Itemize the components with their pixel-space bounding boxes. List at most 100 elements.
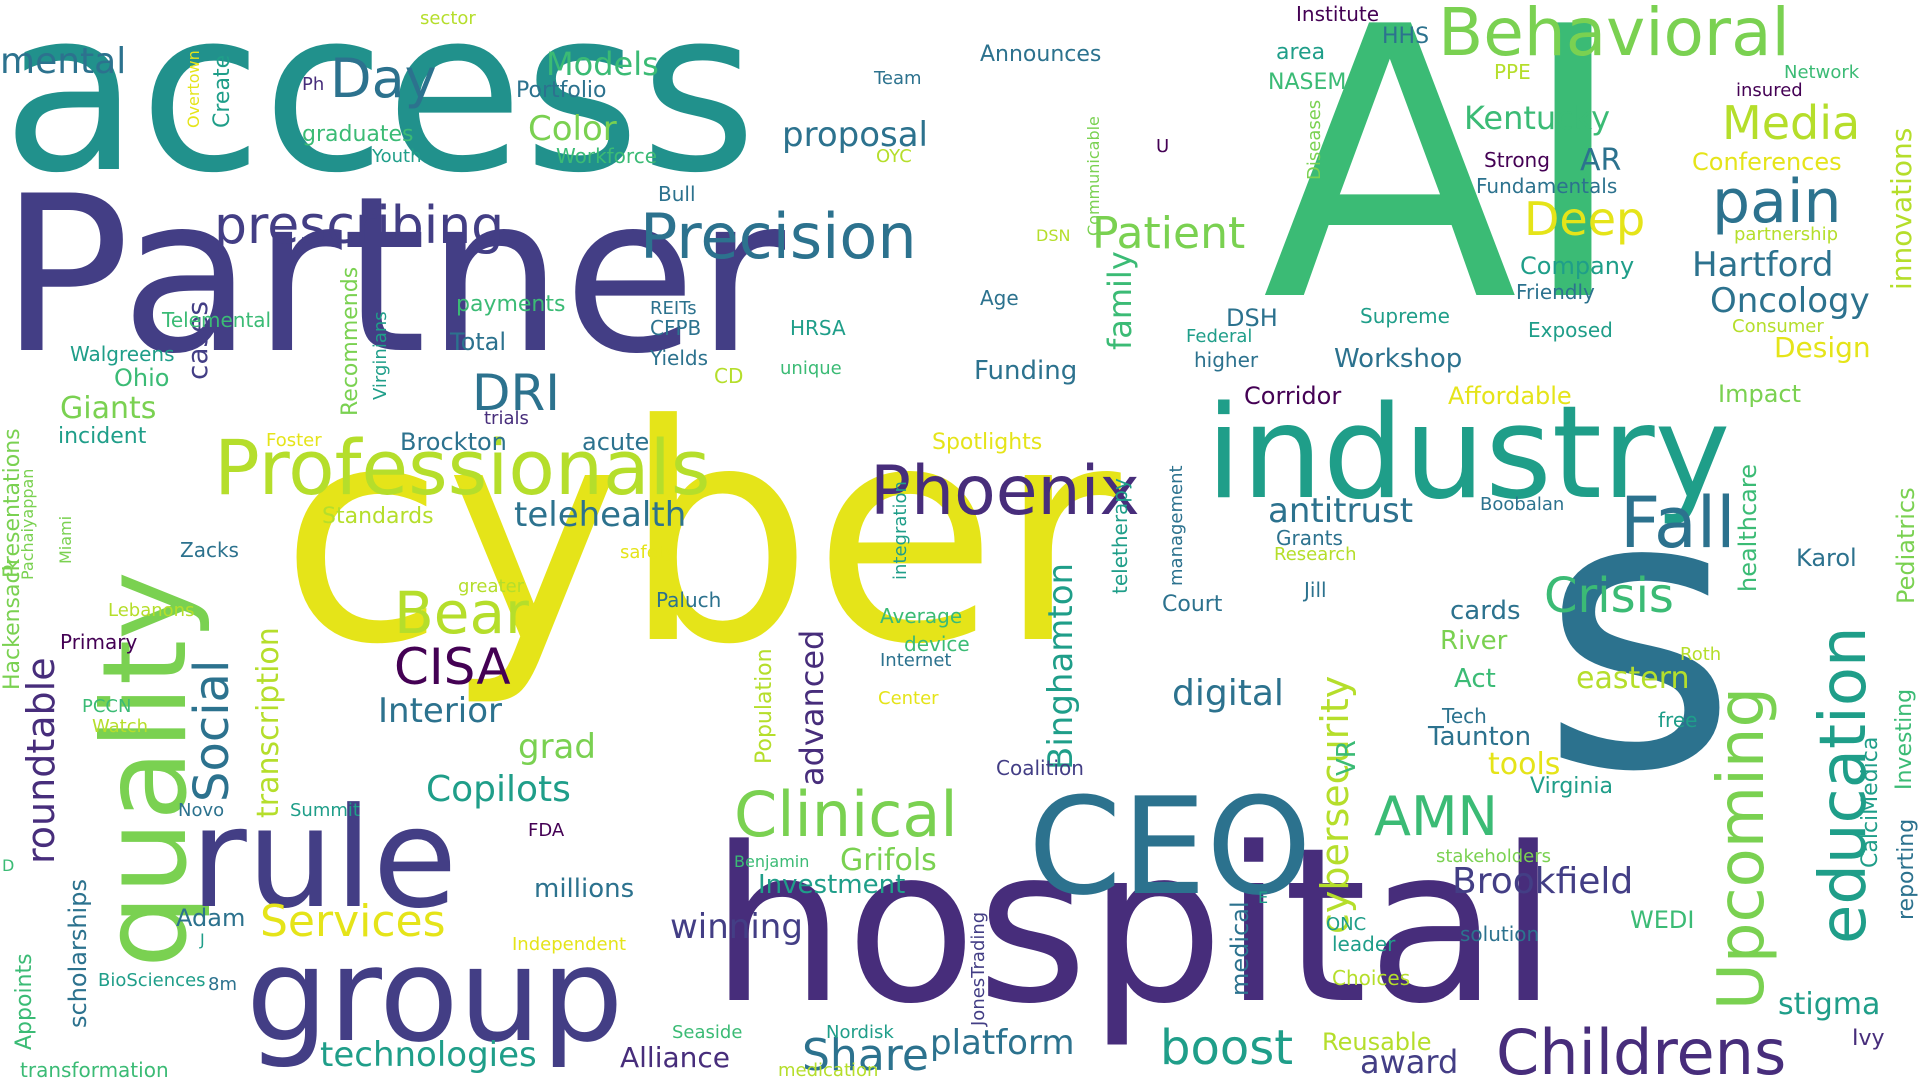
word: hospital — [710, 802, 1558, 1051]
word: award — [1360, 1043, 1459, 1080]
word: HRSA — [790, 316, 846, 340]
word: D — [2, 856, 15, 875]
word: DRI — [472, 364, 560, 422]
word: group — [246, 919, 624, 1071]
word: advanced — [793, 629, 831, 786]
word: Ohio — [114, 364, 170, 392]
word: Summit — [290, 800, 360, 821]
word: Research — [1274, 544, 1357, 565]
word: graduates — [302, 122, 414, 147]
word: Deep — [1524, 192, 1646, 246]
word: winning — [670, 907, 803, 947]
word: PPE — [1494, 60, 1531, 84]
word: antitrust — [1268, 491, 1414, 531]
word: Hartford — [1692, 245, 1834, 285]
word: Communicable — [1084, 116, 1103, 236]
word: unique — [780, 358, 842, 379]
word: reporting — [1894, 818, 1919, 920]
word: Novo — [178, 800, 225, 821]
word: Impact — [1718, 380, 1802, 408]
word: FDA — [528, 820, 565, 841]
word: Portfolio — [516, 78, 607, 103]
word: U — [1156, 136, 1170, 157]
word: Center — [878, 688, 939, 709]
word: safety — [620, 542, 676, 563]
word: Alliance — [620, 1041, 731, 1074]
word: grad — [518, 727, 596, 767]
word: Pediatrics — [1892, 487, 1920, 604]
word: Behavioral — [1438, 0, 1790, 71]
word: insured — [1736, 80, 1803, 101]
word: Adam — [176, 904, 246, 932]
word: Watch — [92, 716, 149, 737]
word: Bear — [394, 579, 529, 647]
word: Youth — [372, 146, 422, 167]
word: Boobalan — [1480, 494, 1565, 515]
word: Workforce — [556, 144, 658, 168]
word: Spotlights — [932, 430, 1043, 455]
word: Roth — [1680, 644, 1722, 665]
word: Diseases — [1304, 99, 1325, 180]
word: healthcare — [1734, 464, 1762, 592]
word: Giants — [60, 391, 157, 426]
word: Funding — [974, 356, 1078, 386]
word: medical — [1226, 901, 1254, 996]
word: Bull — [658, 182, 696, 206]
word: integration — [890, 481, 911, 580]
word: Telemental — [162, 308, 272, 332]
word: Consumer — [1732, 316, 1824, 337]
word: WEDI — [1630, 906, 1695, 934]
word: payments — [456, 292, 566, 317]
word: prescribing — [214, 196, 505, 256]
word: AMN — [1374, 785, 1498, 848]
word: Binghamton — [1041, 562, 1081, 770]
word: eastern — [1576, 661, 1690, 696]
word: Announces — [980, 42, 1102, 67]
word: 8m — [208, 974, 237, 995]
word: Partner — [0, 150, 786, 401]
word: Zacks — [180, 538, 239, 562]
word: Fundamentals — [1476, 174, 1618, 198]
word: Models — [546, 45, 659, 83]
word: Precision — [640, 200, 917, 273]
word: J — [200, 930, 205, 949]
word: Team — [874, 68, 922, 89]
word: Ivy — [1852, 1026, 1885, 1051]
word: Average — [880, 604, 963, 628]
word: Design — [1774, 331, 1871, 364]
word: tools — [1488, 747, 1561, 782]
word: greater — [458, 576, 525, 597]
word: Miami — [56, 515, 75, 564]
word: Investing — [1892, 688, 1917, 790]
word: Tech — [1442, 704, 1487, 728]
word: free — [1658, 708, 1698, 732]
word: REITs — [650, 298, 697, 319]
word: Primary — [60, 630, 138, 654]
word: CalciMedica — [1858, 736, 1883, 868]
word: solution — [1460, 922, 1540, 946]
word: Benjamin — [734, 852, 810, 871]
word: NASEM — [1268, 70, 1347, 95]
word: Federal — [1186, 326, 1253, 347]
word: Appoints — [12, 953, 37, 1050]
word: mental — [0, 41, 127, 82]
word: family — [1101, 251, 1139, 350]
word: cybersecurity — [1313, 675, 1357, 934]
word: Patient — [1092, 208, 1246, 259]
word: Clinical — [734, 778, 958, 851]
word: CEO — [1028, 769, 1312, 925]
word: transcription — [251, 627, 286, 818]
word: millions — [534, 874, 635, 904]
word: Foster — [266, 430, 322, 451]
word: Media — [1722, 96, 1861, 150]
word: Affordable — [1448, 382, 1572, 410]
word: leader — [1332, 932, 1396, 956]
word: cyber — [280, 361, 1121, 710]
word: Recommends — [338, 266, 363, 416]
word: platform — [930, 1023, 1075, 1063]
word: Kentucky — [1464, 99, 1611, 137]
word: Seaside — [672, 1022, 743, 1043]
word: Social — [184, 659, 240, 802]
word: JonesTrading — [968, 911, 989, 1026]
word: Karol — [1796, 544, 1857, 572]
